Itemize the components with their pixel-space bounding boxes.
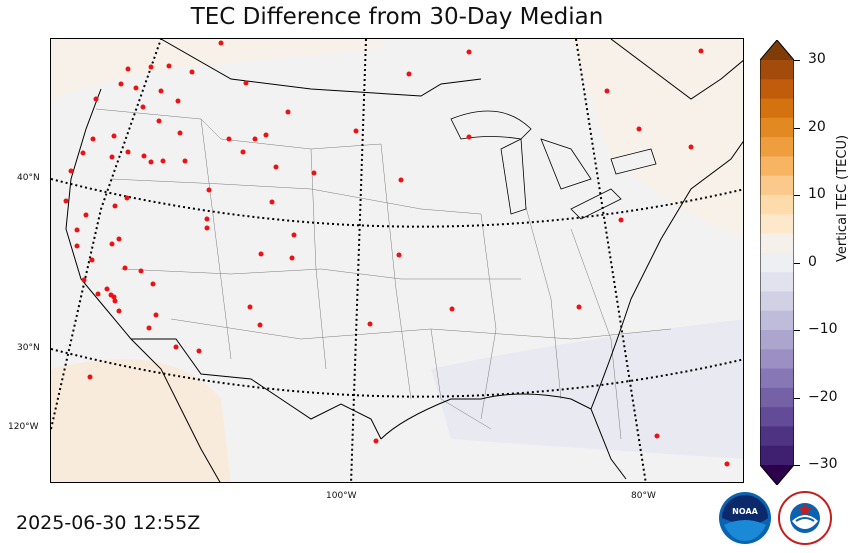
colorbar-tick-label: 30 [808,51,826,67]
colorbar-tick-label: −20 [808,388,838,405]
coastlines [65,39,743,482]
state-boundaries [95,108,672,440]
colorbar-segment [760,445,794,466]
nws-logo [778,491,832,545]
colorbar-segment [760,368,794,389]
colorbar-segment [760,175,794,196]
colorbar-extend-min [760,465,794,485]
colorbar-segment [760,156,794,177]
colorbar-tick [794,330,800,331]
timestamp: 2025-06-30 12:55Z [16,512,201,534]
colorbar-segment [760,291,794,312]
lon-label-100w: 100°W [326,491,357,501]
colorbar-tick [794,60,800,61]
colorbar-segment [760,233,794,254]
colorbar-tick [794,397,800,399]
colorbar-tick [794,262,800,264]
tec-map [50,38,744,483]
negative-anomaly-gulf [431,319,743,459]
station-markers [63,40,730,467]
colorbar-segment [760,137,794,157]
colorbar-extend-max [760,40,794,60]
colorbar-tick-label: 20 [808,118,826,135]
colorbar-segment [760,214,794,235]
colorbar-label: Vertical TEC (TECU) [835,134,850,262]
colorbar-segment [760,330,794,350]
colorbar-tick [794,127,800,129]
lat-label-30n: 30°N [17,343,40,353]
colorbar-segment [760,426,794,447]
colorbar-segment [760,349,794,370]
graticule [51,39,743,482]
colorbar-tick-label: −30 [808,456,838,472]
colorbar-tick-label: 10 [808,186,826,202]
colorbar-tick-label: 0 [808,253,817,270]
colorbar-segment [760,60,794,80]
colorbar-segment [760,117,794,138]
lon-label-120w: 120°W [8,422,39,432]
positive-anomaly-northeast [571,39,743,239]
colorbar-segment [760,98,794,119]
map-canvas [51,39,743,482]
colorbar-tick [794,465,800,466]
colorbar-segment [760,272,794,292]
chart-title: TEC Difference from 30-Day Median [190,4,604,30]
positive-anomaly-north [51,39,381,99]
colorbar-segment [760,387,794,408]
colorbar-segment [760,79,794,100]
colorbar-segment [760,252,794,273]
positive-anomaly-southwest [51,359,231,482]
colorbar-segment [760,310,794,331]
noaa-logo-text: NOAA [732,507,758,516]
lon-label-80w: 80°W [631,491,656,501]
colorbar-tick [794,195,800,196]
lat-label-40n: 40°N [17,173,40,183]
colorbar-segment [760,407,794,427]
noaa-logo: NOAA [719,492,771,544]
colorbar-segment [760,195,794,215]
great-lakes [450,110,657,220]
colorbar-tick-label: −10 [808,321,838,337]
colorbar [760,40,794,485]
